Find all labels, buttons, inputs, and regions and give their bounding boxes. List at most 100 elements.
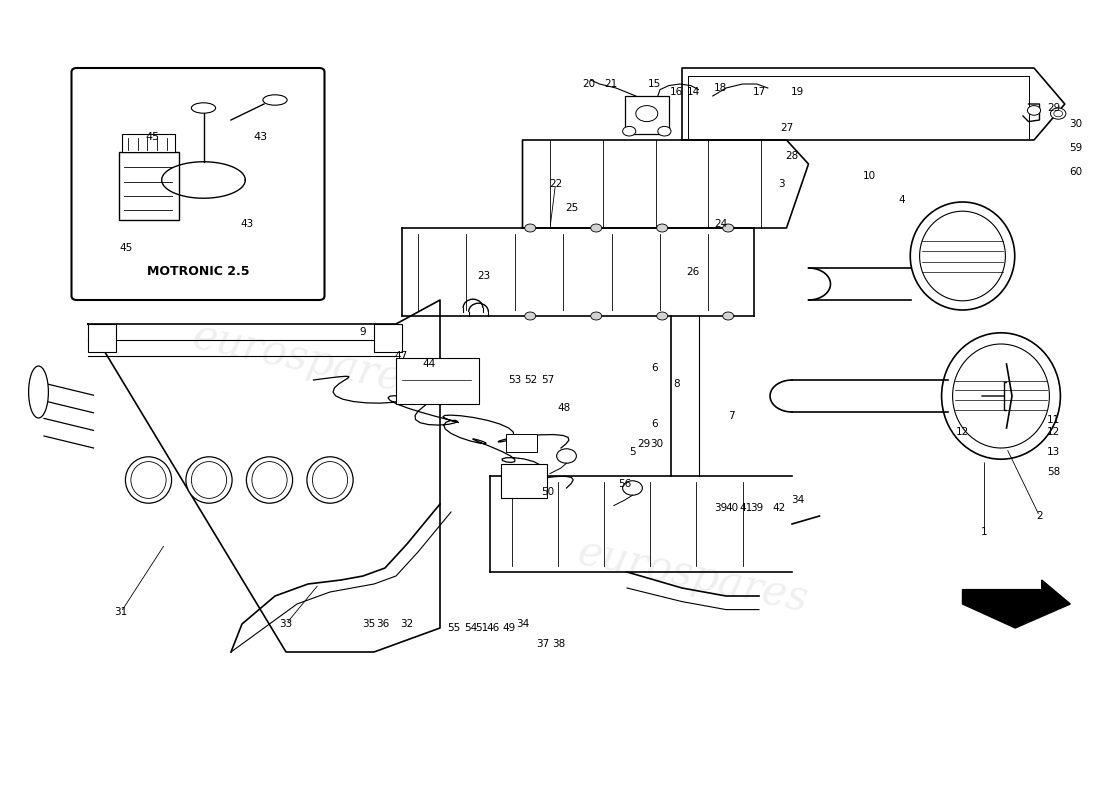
Text: 34: 34	[791, 495, 804, 505]
Text: 51: 51	[475, 623, 488, 633]
Ellipse shape	[191, 102, 216, 114]
Text: 59: 59	[1069, 143, 1082, 153]
Text: 43: 43	[241, 219, 254, 229]
Text: 13: 13	[1047, 447, 1060, 457]
Circle shape	[591, 224, 602, 232]
Text: 12: 12	[956, 427, 969, 437]
Circle shape	[657, 224, 668, 232]
Bar	[122, 134, 175, 152]
Circle shape	[1050, 108, 1066, 119]
Text: 25: 25	[565, 203, 579, 213]
FancyBboxPatch shape	[72, 68, 324, 300]
Text: 26: 26	[686, 267, 700, 277]
Text: 37: 37	[536, 639, 549, 649]
Text: 23: 23	[477, 271, 491, 281]
Ellipse shape	[307, 457, 353, 503]
Text: 1: 1	[981, 527, 988, 537]
Ellipse shape	[131, 462, 166, 498]
Text: 39: 39	[714, 503, 727, 513]
Bar	[500, 464, 547, 498]
Circle shape	[636, 106, 658, 122]
Circle shape	[1027, 106, 1041, 115]
Bar	[506, 434, 537, 452]
Text: 53: 53	[508, 375, 521, 385]
Text: 52: 52	[525, 375, 538, 385]
Text: 29: 29	[1047, 103, 1060, 113]
Circle shape	[623, 481, 642, 495]
Text: 9: 9	[360, 327, 366, 337]
Text: 47: 47	[395, 351, 408, 361]
Text: 38: 38	[552, 639, 565, 649]
Text: 54: 54	[464, 623, 477, 633]
Text: 27: 27	[780, 123, 793, 133]
Text: 24: 24	[714, 219, 727, 229]
Text: 50: 50	[541, 487, 554, 497]
Text: 57: 57	[541, 375, 554, 385]
Text: 16: 16	[670, 87, 683, 97]
Text: 15: 15	[648, 79, 661, 89]
Circle shape	[723, 224, 734, 232]
Text: 34: 34	[516, 619, 529, 629]
Ellipse shape	[263, 94, 287, 106]
Text: 44: 44	[422, 359, 436, 369]
Text: 55: 55	[448, 623, 461, 633]
Text: 56: 56	[618, 479, 631, 489]
Text: 60: 60	[1069, 167, 1082, 177]
Text: 45: 45	[120, 243, 133, 253]
Text: 41: 41	[739, 503, 752, 513]
Text: 11: 11	[1047, 415, 1060, 425]
Text: 10: 10	[862, 171, 876, 181]
Circle shape	[557, 449, 576, 463]
Text: 18: 18	[714, 83, 727, 93]
Text: 36: 36	[376, 619, 389, 629]
Ellipse shape	[125, 457, 172, 503]
Text: 3: 3	[778, 179, 784, 189]
Circle shape	[723, 312, 734, 320]
Circle shape	[623, 126, 636, 136]
Bar	[119, 152, 179, 220]
Text: 6: 6	[651, 363, 658, 373]
Ellipse shape	[252, 462, 287, 498]
Text: 43: 43	[253, 132, 267, 142]
Polygon shape	[962, 580, 1070, 628]
Text: 28: 28	[785, 151, 799, 161]
Text: MOTRONIC 2.5: MOTRONIC 2.5	[146, 266, 250, 278]
Bar	[374, 324, 401, 352]
Text: 2: 2	[1036, 511, 1043, 521]
Bar	[625, 96, 669, 134]
Ellipse shape	[186, 457, 232, 503]
Text: eurospares: eurospares	[189, 315, 427, 405]
Text: 20: 20	[582, 79, 595, 89]
Text: 33: 33	[279, 619, 293, 629]
Ellipse shape	[246, 457, 293, 503]
Ellipse shape	[29, 366, 48, 418]
Text: 48: 48	[558, 403, 571, 413]
Ellipse shape	[953, 344, 1049, 448]
Text: 49: 49	[503, 623, 516, 633]
Text: 14: 14	[686, 87, 700, 97]
Ellipse shape	[191, 462, 227, 498]
Ellipse shape	[911, 202, 1014, 310]
Circle shape	[591, 312, 602, 320]
Text: eurospares: eurospares	[574, 531, 812, 621]
Text: 30: 30	[650, 439, 663, 449]
Text: 19: 19	[791, 87, 804, 97]
Bar	[506, 466, 537, 484]
Circle shape	[1054, 110, 1063, 117]
Ellipse shape	[312, 462, 348, 498]
Text: 35: 35	[362, 619, 375, 629]
Text: 32: 32	[400, 619, 414, 629]
Text: 58: 58	[1047, 467, 1060, 477]
Text: 12: 12	[1047, 427, 1060, 437]
Text: 22: 22	[549, 179, 562, 189]
Text: 4: 4	[899, 195, 905, 205]
Circle shape	[658, 126, 671, 136]
Text: 40: 40	[725, 503, 738, 513]
Bar	[88, 324, 116, 352]
Circle shape	[525, 224, 536, 232]
Text: 46: 46	[486, 623, 499, 633]
Text: 21: 21	[604, 79, 617, 89]
Circle shape	[657, 312, 668, 320]
Text: 8: 8	[673, 379, 680, 389]
Circle shape	[525, 312, 536, 320]
